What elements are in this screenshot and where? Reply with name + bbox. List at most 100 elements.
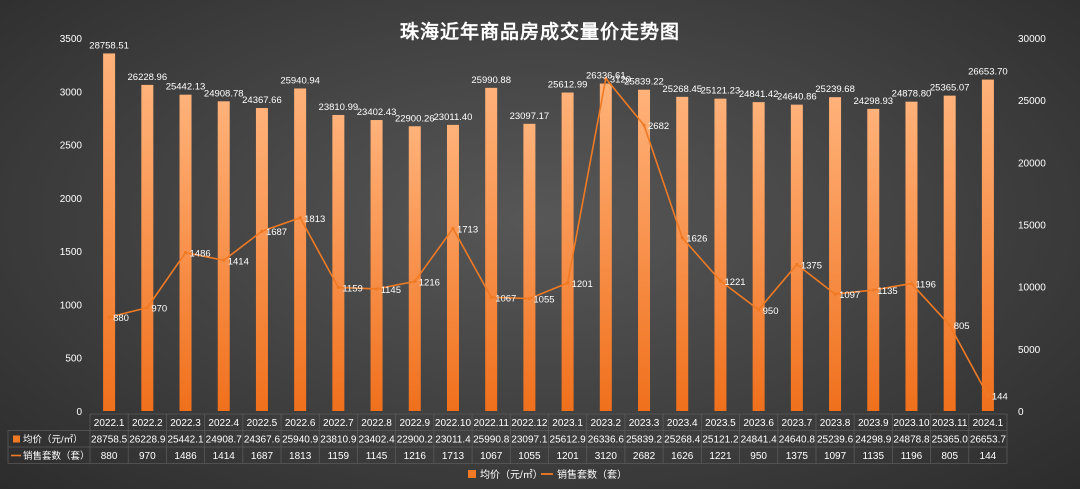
x-category-label: 2022.3 — [170, 418, 201, 429]
line-point-2023.3 — [642, 123, 646, 127]
bar-2023.5 — [714, 98, 727, 412]
table-cell-units: 1201 — [556, 451, 579, 462]
line-data-label: 1097 — [839, 290, 860, 301]
y-right-tick-label: 10000 — [1018, 283, 1046, 294]
x-category-label: 2023.4 — [667, 418, 698, 429]
line-data-label: 1414 — [228, 256, 249, 267]
table-cell-price: 25239.6 — [817, 435, 854, 446]
x-category-label: 2023.11 — [932, 418, 968, 429]
table-cell-units: 1135 — [863, 451, 885, 462]
bar-2022.7 — [332, 114, 345, 412]
x-category-label: 2023.6 — [743, 418, 774, 429]
bar-data-label: 23097.17 — [510, 111, 550, 122]
table-cell-units: 1159 — [328, 451, 350, 462]
x-category-label: 2023.8 — [820, 418, 851, 429]
line-point-2023.7 — [795, 262, 799, 267]
line-data-label: 1135 — [877, 286, 897, 297]
line-point-2022.1 — [107, 315, 111, 319]
table-cell-units: 1687 — [251, 451, 274, 462]
bar-data-label: 24908.78 — [204, 88, 244, 99]
x-category-label: 2022.7 — [323, 418, 354, 429]
line-data-label: 1159 — [342, 283, 362, 294]
line-point-2022.6 — [298, 216, 302, 220]
x-category-label: 2022.8 — [361, 418, 392, 429]
y-left-tick-label: 2500 — [60, 141, 83, 152]
line-point-2023.6 — [757, 308, 761, 312]
line-series-sales-units — [108, 76, 989, 397]
x-category-label: 2023.9 — [858, 418, 889, 429]
table-cell-price: 25121.2 — [702, 435, 739, 446]
table-cell-price: 25839.2 — [626, 435, 663, 446]
bar-data-label: 24640.86 — [777, 92, 817, 103]
line-data-label: 1055 — [533, 295, 554, 306]
table-cell-units: 880 — [101, 451, 118, 462]
table-cell-price: 26653.7 — [970, 435, 1007, 446]
line-point-2022.12 — [527, 296, 531, 301]
y-left-tick-label: 0 — [76, 407, 82, 418]
table-cell-units: 970 — [139, 451, 156, 462]
table-cell-price: 25365.0 — [932, 435, 969, 446]
table-cell-units: 1055 — [518, 451, 541, 462]
bar-data-label: 24367.66 — [242, 95, 282, 106]
table-cell-price: 23011.4 — [435, 435, 471, 446]
y-right-tick-label: 25000 — [1018, 96, 1046, 107]
bar-data-label: 25442.13 — [166, 82, 206, 93]
bar-2023.2 — [599, 83, 612, 411]
x-category-label: 2022.5 — [247, 418, 278, 429]
line-point-2022.9 — [413, 279, 417, 284]
table-cell-units: 1486 — [174, 451, 197, 462]
line-data-label: 1813 — [304, 214, 325, 225]
line-point-2022.2 — [145, 306, 149, 310]
table-cell-units: 144 — [980, 451, 997, 462]
y-left-tick-label: 500 — [65, 354, 82, 365]
line-point-2023.2 — [604, 76, 608, 81]
bar-2023.11 — [943, 95, 956, 412]
bar-data-label: 26228.96 — [128, 72, 168, 83]
table-cell-price: 22900.2 — [397, 435, 434, 446]
bar-2023.6 — [752, 102, 765, 412]
line-point-2022.8 — [374, 287, 379, 291]
table-cell-price: 25442.1 — [167, 435, 204, 446]
table-cell-units: 1813 — [289, 451, 312, 462]
table-cell-price: 25990.8 — [473, 435, 510, 446]
x-category-label: 2023.1 — [552, 418, 583, 429]
table-cell-units: 1221 — [709, 451, 732, 462]
y-right-tick-label: 30000 — [1018, 34, 1046, 45]
bar-data-label: 24841.42 — [739, 89, 779, 100]
line-data-label: 950 — [763, 306, 779, 317]
table-cell-price: 24367.6 — [244, 435, 281, 446]
table-cell-units: 1713 — [442, 451, 465, 462]
x-category-label: 2022.2 — [132, 418, 163, 429]
line-point-2024.1 — [986, 394, 990, 398]
table-cell-units: 2682 — [633, 451, 656, 462]
line-point-2022.10 — [451, 226, 455, 231]
x-category-label: 2022.12 — [511, 418, 548, 429]
y-left-tick-label: 1500 — [60, 247, 83, 258]
table-cell-units: 1097 — [824, 451, 847, 462]
table-cell-units: 1145 — [366, 451, 388, 462]
line-data-label: 1713 — [457, 224, 478, 235]
line-data-label: 1221 — [724, 277, 745, 288]
line-point-2022.7 — [336, 285, 340, 290]
line-point-2023.10 — [909, 281, 914, 286]
line-point-2023.4 — [680, 236, 684, 240]
line-data-label: 1687 — [266, 227, 287, 238]
table-cell-price: 23097.1 — [511, 435, 548, 446]
line-data-label: 1375 — [801, 260, 822, 271]
line-point-2022.5 — [260, 229, 264, 233]
bar-2022.10 — [446, 124, 459, 411]
table-row-swatch-price — [13, 435, 20, 443]
table-cell-price: 24298.9 — [855, 435, 892, 446]
bar-data-label: 28758.51 — [89, 40, 129, 51]
legend-swatch-price — [468, 470, 476, 478]
bar-2023.1 — [561, 92, 574, 411]
line-point-2023.1 — [566, 281, 570, 285]
y-right-tick-label: 20000 — [1018, 158, 1046, 169]
bar-data-label: 24298.93 — [853, 96, 893, 107]
y-left-tick-label: 3500 — [60, 34, 83, 45]
table-cell-price: 24841.4 — [741, 435, 778, 446]
line-point-2022.3 — [183, 251, 188, 255]
table-row-header-units: 销售套数（套） — [23, 450, 90, 462]
bar-2023.8 — [829, 97, 842, 411]
